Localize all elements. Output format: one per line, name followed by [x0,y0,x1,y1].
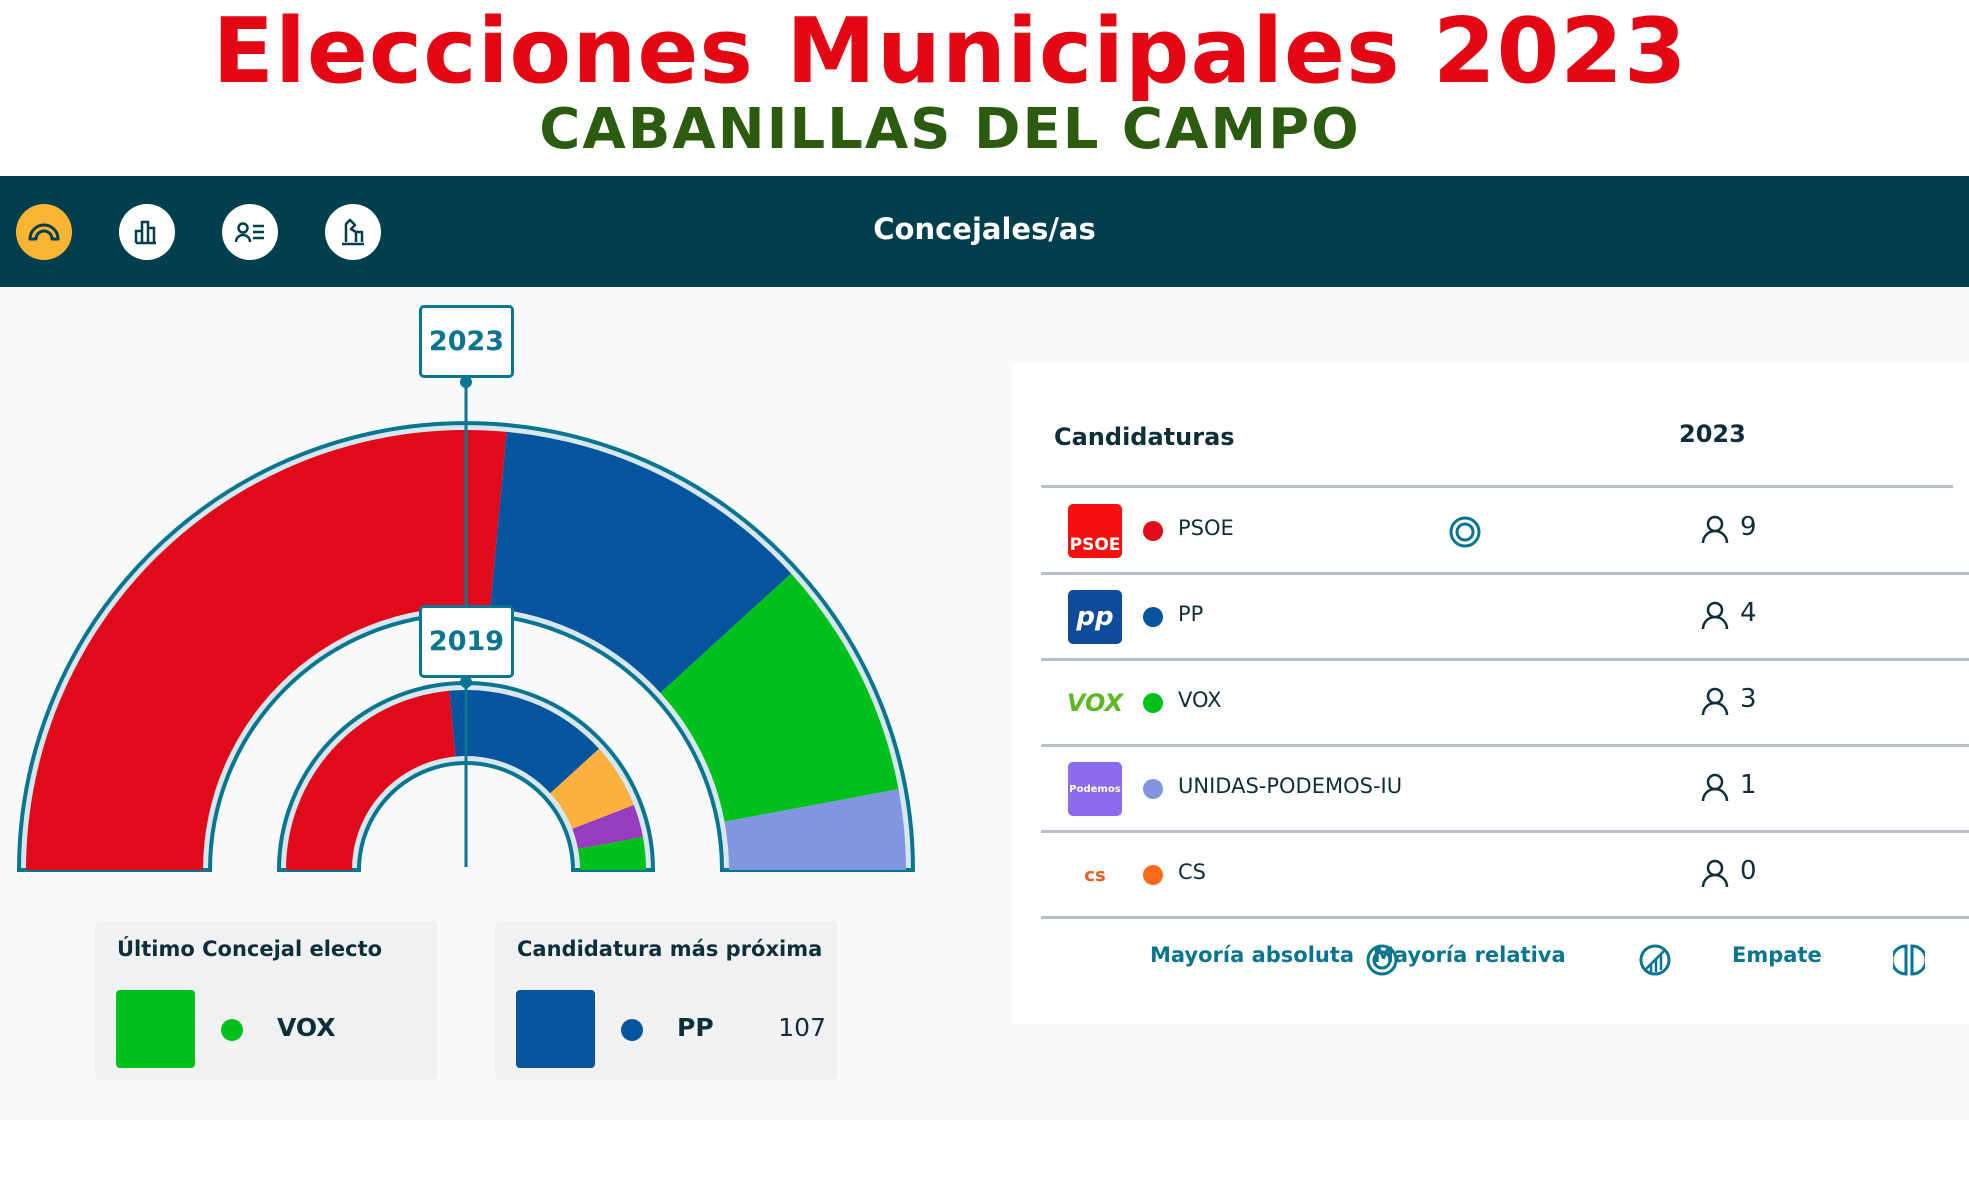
nav-ballot-button[interactable] [325,204,381,260]
marker-dot [460,676,472,688]
divider [1041,830,1969,833]
seat-count: 3 [1740,684,1757,714]
seat-wedge-2019-0[interactable] [286,690,456,870]
seat-count: 9 [1740,512,1757,542]
seat-count: 4 [1740,598,1757,628]
candidate-list-icon [235,222,264,243]
year-label-2019: 2019 [419,605,514,678]
ballot-box-icon [342,218,364,246]
last-elected-title: Último Concejal electo [117,937,383,961]
party-logo: VOX [1066,689,1124,717]
party-color-dot [1143,779,1163,799]
divider [1041,916,1969,919]
seat-wedge-2023-1[interactable] [490,431,792,693]
year-label-2023: 2023 [419,305,514,378]
party-name: VOX [1178,688,1222,712]
seat-count: 1 [1740,770,1757,800]
party-color-swatch [516,990,595,1068]
closest-candidate-title: Candidatura más próxima [517,937,823,961]
table-row: Podemos UNIDAS-PODEMOS-IU 1 [1012,746,1969,833]
party-name: CS [1178,860,1206,884]
seat-wedge-2019-3[interactable] [572,804,643,850]
party-color-dot [1143,521,1163,541]
person-icon [1701,687,1729,716]
closest-candidate-party: PP [677,1013,714,1042]
divider [1041,572,1969,575]
seat-count: 0 [1740,856,1757,886]
person-icon [1701,601,1729,630]
seat-wedge-2019-2[interactable] [550,748,634,829]
person-icon [1701,515,1729,544]
party-color-dot [621,1019,643,1041]
party-name: PSOE [1178,516,1234,540]
party-logo: cs [1084,864,1106,886]
table-row: VOX VOX 3 [1012,660,1969,747]
party-logo: PSOE [1068,504,1122,558]
last-elected-box: Último Concejal electo VOX [95,921,438,1080]
party-color-dot [1143,865,1163,885]
legend-relative-majority: Mayoría relativa [1373,943,1566,967]
divider [1041,485,1953,488]
relative-majority-icon [1639,944,1671,976]
page-subtitle: CABANILLAS DEL CAMPO [539,97,1361,162]
section-title: Concejales/as [873,212,1096,246]
page-title: Elecciones Municipales 2023 [212,0,1688,104]
party-color-dot [1143,693,1163,713]
results-table: Candidaturas 2023 PSOE PSOE 9 pp PP 4 VO… [1012,363,1969,1024]
divider [1041,658,1969,661]
party-name: UNIDAS-PODEMOS-IU [1178,774,1403,798]
hemicycle-icon [28,223,60,241]
seat-wedge-2023-3[interactable] [724,789,906,870]
table-row: pp PP 4 [1012,574,1969,661]
party-color-swatch [116,990,195,1068]
seat-wedge-2023-0[interactable] [26,430,507,870]
top-bar: Concejales/as [0,176,1969,287]
nav-bar-chart-button[interactable] [119,204,175,260]
last-elected-party: VOX [277,1013,336,1042]
table-row: cs CS 0 [1012,832,1969,919]
bar-chart-icon [134,220,156,245]
table-row: PSOE PSOE 9 [1012,488,1969,575]
party-logo: pp [1068,590,1122,644]
closest-candidate-box: Candidatura más próxima PP 107 [495,921,838,1080]
nav-candidates-button[interactable] [222,204,278,260]
legend-absolute-majority: Mayoría absoluta [1150,943,1355,967]
seat-wedge-2019-4[interactable] [578,836,646,870]
nav-hemicycle-button[interactable] [16,204,72,260]
legend-tie: Empate [1732,943,1822,967]
party-logo: Podemos [1068,762,1122,816]
tie-icon [1893,944,1925,976]
person-icon [1701,773,1729,802]
hemicycle-chart [16,376,916,873]
closest-candidate-votes: 107 [778,1013,826,1042]
party-name: PP [1178,602,1204,626]
party-color-dot [221,1019,243,1041]
party-color-dot [1143,607,1163,627]
person-icon [1701,859,1729,888]
absolute-majority-icon [1366,944,1398,976]
marker-dot [460,376,472,388]
divider [1041,744,1969,747]
seat-wedge-2023-2[interactable] [660,573,899,822]
column-header-year: 2023 [1679,420,1746,448]
column-header-party: Candidaturas [1054,423,1235,451]
absolute-majority-icon [1449,516,1481,548]
seat-wedge-2019-1[interactable] [449,690,600,794]
